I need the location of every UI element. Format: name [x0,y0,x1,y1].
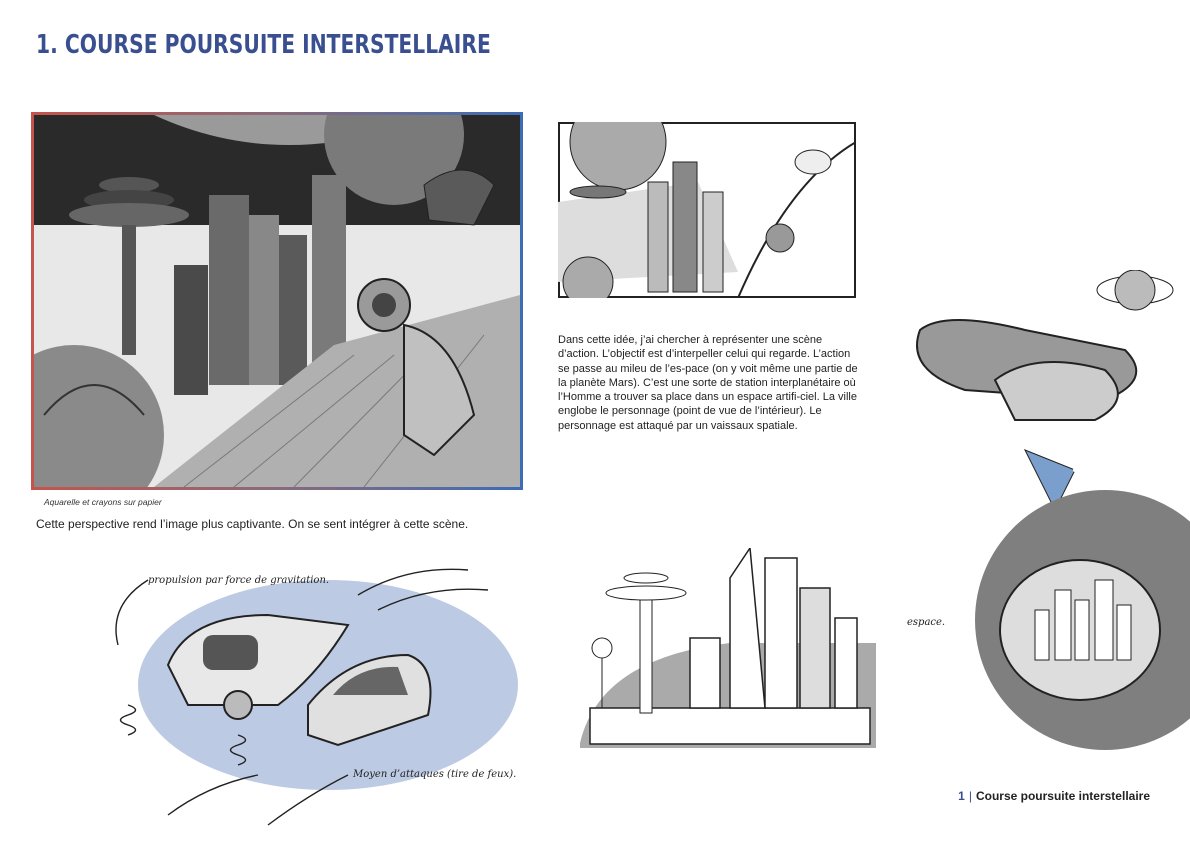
annotation-attack: Moyen d’attaques (tire de feux). [352,769,516,780]
footer-page-number: 1 [958,789,965,803]
space-station-sketch: espace. [905,270,1190,760]
storyboard-sketch [558,122,856,298]
description-text: Dans cette idée, j’ai chercher à représe… [558,334,858,432]
city-sketch [580,548,876,748]
annotation-propulsion: propulsion par force de gravitation. [148,575,329,586]
main-illustration [34,115,520,487]
perspective-text: Cette perspective rend l’image plus capt… [36,517,469,531]
footer-separator: | [968,789,972,803]
annotation-space: espace. [907,617,945,628]
footer-label: Course poursuite interstellaire [975,789,1150,803]
page-title: 1. COURSE POURSUITE INTERSTELLAIRE [36,30,491,60]
illustration-caption: Aquarelle et crayons sur papier [44,497,162,507]
main-illustration-frame [31,112,523,490]
page-footer: 1 | Course poursuite interstellaire [958,789,1150,803]
vehicles-sketch: propulsion par force de gravitation. Moy… [108,555,528,837]
